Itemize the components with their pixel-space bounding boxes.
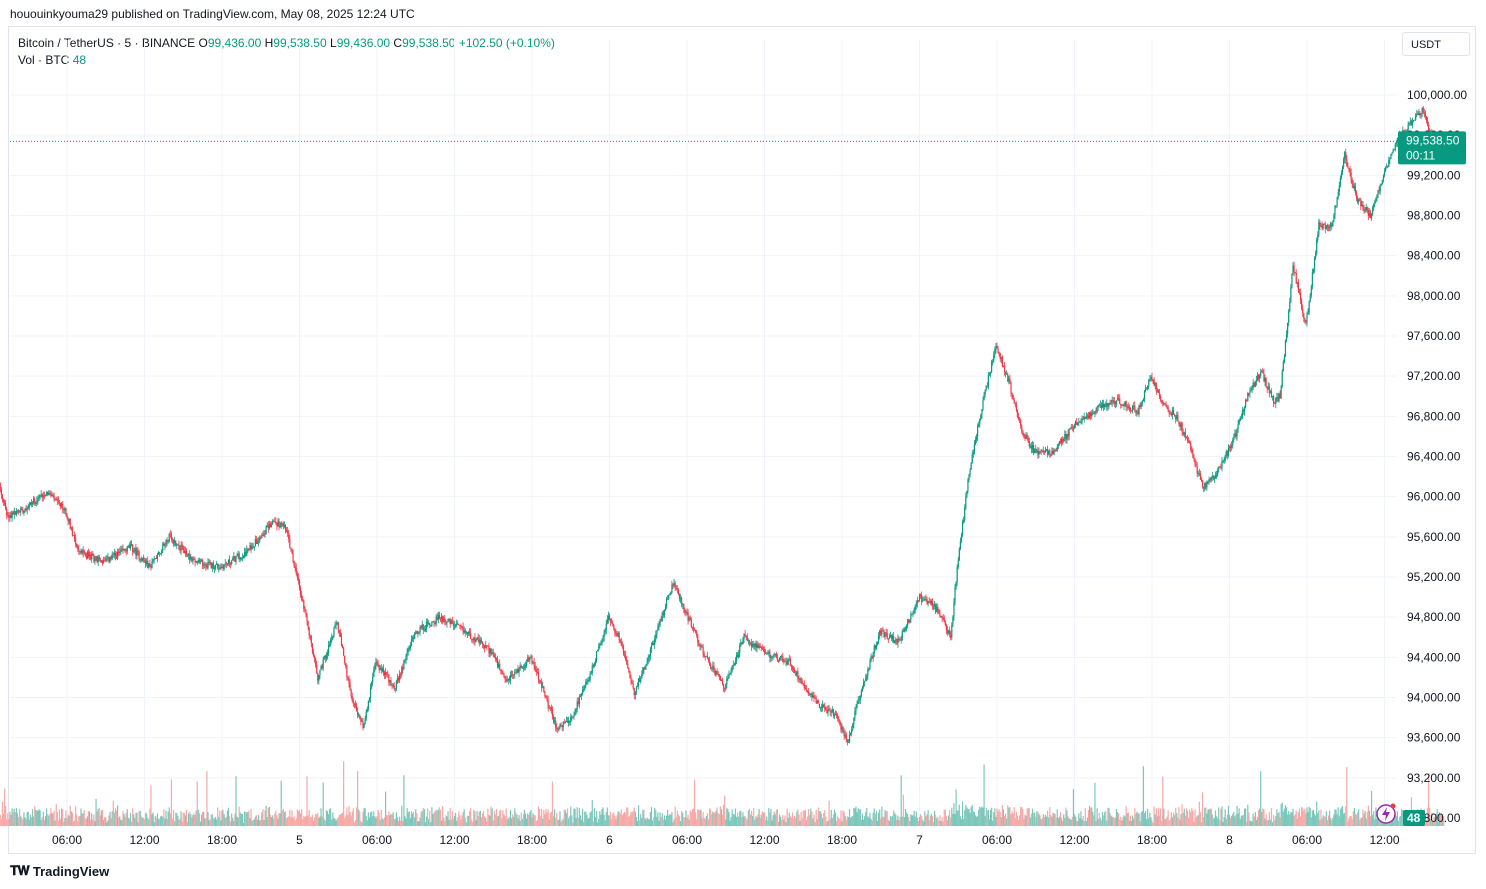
volume-row: Vol · BTC 48 <box>18 52 555 69</box>
change-value: +102.50 (+0.10%) <box>458 36 555 50</box>
close-label: C <box>393 36 403 50</box>
currency-button[interactable]: USDT <box>1402 32 1470 56</box>
ohlc-row: Bitcoin / TetherUS · 5 · BINANCE O99,436… <box>18 35 555 52</box>
volume-value: 48 <box>72 53 87 67</box>
tradingview-brand: TradingView <box>32 863 110 879</box>
high-value: 99,538.50 <box>273 36 327 50</box>
candle-body <box>0 488 2 495</box>
volume-bar <box>0 819 2 826</box>
close-value: 99,538.50 <box>402 36 456 50</box>
low-label: L <box>330 36 337 50</box>
published-by-line: hououinkyouma29 published on TradingView… <box>10 7 415 21</box>
candle-body <box>2 499 5 503</box>
chart-frame[interactable] <box>8 26 1476 854</box>
candle-body <box>0 483 1 489</box>
candle-body <box>3 502 6 503</box>
open-label: O <box>198 36 208 50</box>
volume-bar <box>1 801 4 826</box>
symbol-name[interactable]: Bitcoin / TetherUS · 5 · BINANCE <box>18 36 196 50</box>
tradingview-footer[interactable]: 𝐓𝐖 TradingView <box>10 863 109 879</box>
volume-label[interactable]: Vol · BTC <box>18 53 70 67</box>
candle-body <box>1 494 4 500</box>
tradingview-logo-icon: 𝐓𝐖 <box>10 863 30 878</box>
high-label: H <box>264 36 274 50</box>
volume-bar <box>0 814 1 826</box>
volume-bar <box>3 788 6 826</box>
volume-bar <box>5 805 7 826</box>
symbol-legend: Bitcoin / TetherUS · 5 · BINANCE O99,436… <box>18 35 555 69</box>
open-value: 99,436.00 <box>207 36 262 50</box>
low-value: 99,436.00 <box>336 36 391 50</box>
volume-bar <box>2 813 5 826</box>
candle-body <box>5 502 7 510</box>
